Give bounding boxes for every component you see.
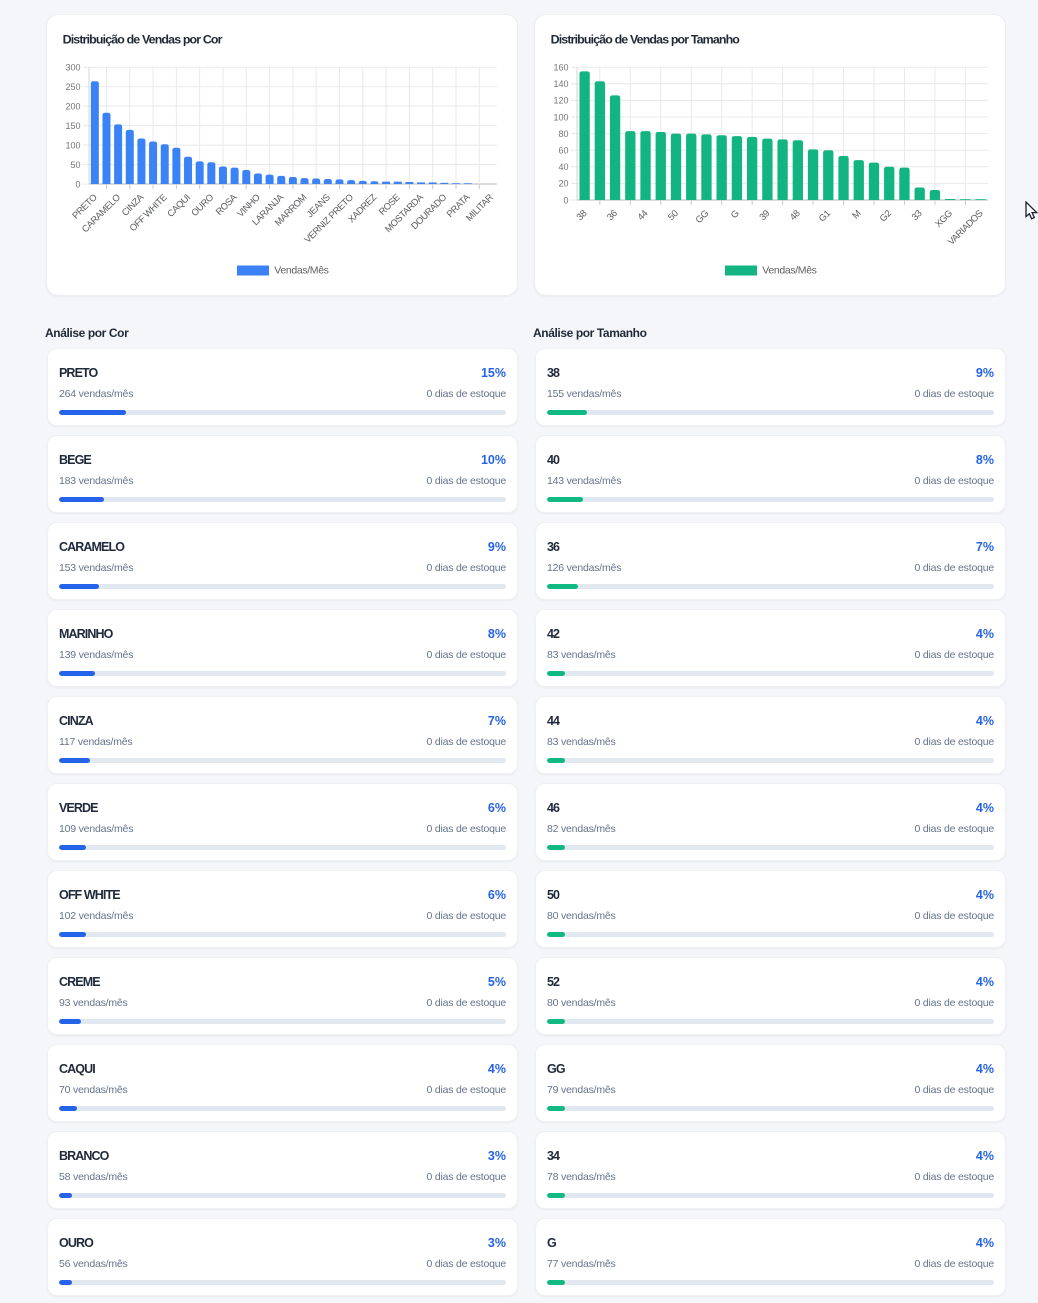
- svg-text:0: 0: [563, 195, 568, 205]
- svg-text:300: 300: [65, 63, 80, 73]
- svg-text:80: 80: [558, 129, 568, 139]
- svg-text:Vendas/Mês: Vendas/Mês: [274, 265, 328, 277]
- svg-text:G: G: [728, 208, 741, 221]
- svg-text:Vendas/Mês: Vendas/Mês: [762, 265, 816, 277]
- svg-text:G1: G1: [816, 208, 832, 224]
- svg-text:XGG: XGG: [932, 208, 954, 230]
- svg-text:120: 120: [553, 96, 568, 106]
- svg-text:44: 44: [635, 208, 650, 223]
- svg-text:50: 50: [665, 208, 680, 223]
- svg-text:36: 36: [604, 208, 619, 223]
- svg-text:38: 38: [574, 208, 589, 223]
- svg-text:100: 100: [553, 112, 568, 122]
- svg-text:40: 40: [558, 162, 568, 172]
- svg-text:48: 48: [787, 208, 802, 223]
- svg-text:50: 50: [70, 160, 80, 170]
- svg-text:250: 250: [65, 82, 80, 92]
- svg-text:OURO: OURO: [189, 192, 216, 219]
- svg-text:60: 60: [558, 146, 568, 156]
- svg-text:Distribuição de Vendas por Cor: Distribuição de Vendas por Cor: [63, 33, 223, 47]
- svg-text:150: 150: [65, 121, 80, 131]
- svg-text:GG: GG: [693, 208, 711, 226]
- svg-text:Distribuição de Vendas por Tam: Distribuição de Vendas por Tamanho: [551, 33, 741, 47]
- svg-text:39: 39: [757, 208, 772, 223]
- svg-text:200: 200: [65, 101, 80, 111]
- svg-text:140: 140: [553, 79, 568, 89]
- svg-text:20: 20: [558, 179, 568, 189]
- svg-text:CAQUI: CAQUI: [165, 192, 192, 219]
- svg-text:33: 33: [909, 208, 924, 223]
- svg-text:160: 160: [553, 63, 568, 73]
- svg-text:M: M: [850, 207, 863, 220]
- svg-text:0: 0: [75, 179, 80, 189]
- svg-text:MILITAR: MILITAR: [463, 191, 495, 223]
- svg-text:100: 100: [65, 140, 80, 150]
- svg-text:G2: G2: [877, 208, 893, 224]
